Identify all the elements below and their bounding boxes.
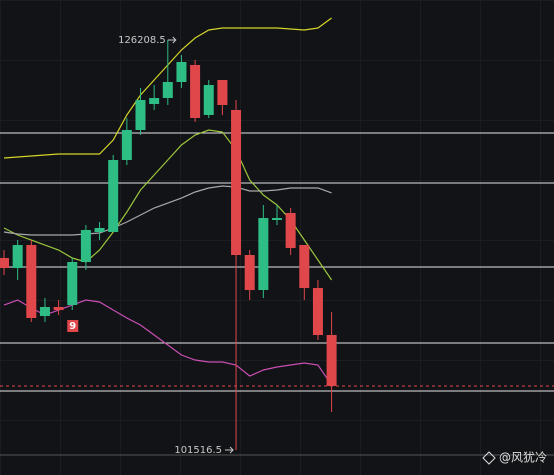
candle-body (299, 245, 310, 288)
candle-body (203, 85, 214, 115)
candle-body (94, 228, 105, 233)
candle-body (108, 159, 119, 233)
candle-body (80, 229, 91, 262)
candle-body (149, 97, 160, 105)
watermark: @风犹冷 (482, 451, 547, 465)
low-marker: 101516.5 (174, 445, 222, 456)
candle-body (53, 306, 64, 311)
watermark-text: @风犹冷 (499, 451, 547, 465)
candle-body (121, 129, 132, 160)
candle-body (67, 261, 78, 306)
candle-body (312, 287, 323, 336)
indicator-line (3, 129, 333, 281)
candle-body (244, 255, 255, 291)
candle-body (0, 258, 9, 269)
watermark-icon (482, 451, 496, 465)
candle-body (190, 64, 201, 118)
low-arrow (225, 446, 234, 454)
candle-body (258, 218, 269, 291)
candle-body (285, 213, 296, 248)
candle-body (272, 218, 282, 221)
indicator-line (3, 185, 332, 236)
candle-body (326, 335, 337, 387)
candle-body (26, 245, 37, 319)
candle-body (12, 245, 23, 269)
candle-body (162, 82, 173, 98)
candle-body (176, 61, 187, 83)
high-arrow (167, 36, 177, 44)
candle-body (39, 306, 50, 316)
candle-body (231, 109, 242, 256)
high-marker: 126208.5 (118, 35, 166, 46)
badge-box (67, 320, 79, 333)
candle-body (217, 79, 228, 106)
badge-text: 9 (69, 321, 76, 332)
candle-body (135, 100, 146, 130)
